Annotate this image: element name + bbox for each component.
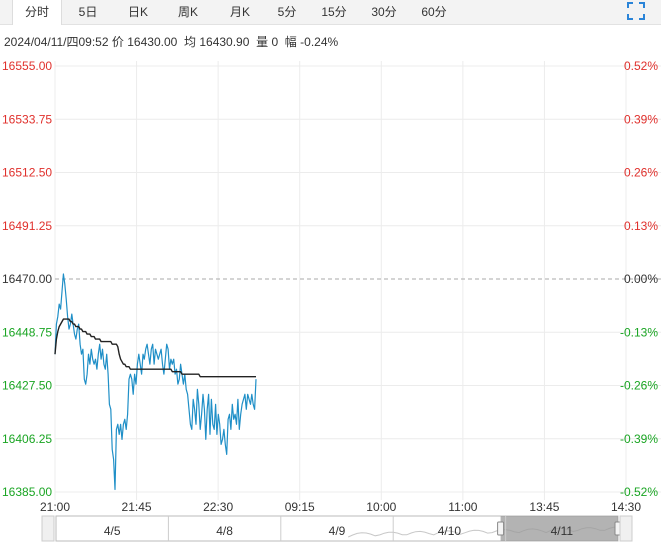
tab-7[interactable]: 30分 (371, 5, 397, 19)
y-tick-right: 0.52% (624, 59, 658, 73)
x-tick-label: 21:45 (122, 500, 152, 514)
y-tick-left: 16427.50 (2, 379, 52, 393)
y-tick-left: 16555.00 (2, 59, 52, 73)
navigator-day-label: 4/8 (216, 524, 233, 538)
period-tab-bar (0, 0, 661, 25)
avg-price-line (54, 318, 256, 378)
info-chg: -0.24% (300, 35, 339, 49)
tab-4[interactable]: 月K (229, 5, 250, 19)
y-tick-left: 16491.25 (2, 219, 52, 233)
navigator-day-label: 4/11 (551, 524, 574, 538)
y-tick-right: -0.13% (620, 325, 658, 339)
x-tick-label: 09:15 (285, 500, 315, 514)
info-chg-label: 幅 (284, 35, 297, 49)
y-tick-right: 0.13% (624, 219, 658, 233)
x-tick-label: 22:30 (203, 500, 233, 514)
y-tick-left: 16533.75 (2, 112, 52, 126)
tab-6[interactable]: 15分 (321, 5, 347, 19)
info-vol: 0 (271, 35, 279, 49)
fullscreen-icon[interactable] (627, 2, 645, 20)
y-tick-right: -0.52% (620, 485, 658, 499)
info-avg: 16430.90 (199, 35, 250, 49)
y-tick-left: 16470.00 (2, 272, 52, 286)
y-tick-left: 16385.00 (2, 485, 52, 499)
price-line (54, 273, 257, 491)
quote-info-bar: 2024/04/11/四09:52 价 16430.00 均 16430.90 … (4, 33, 338, 50)
navigator-left-arrow[interactable] (41, 515, 55, 542)
info-price-label: 价 (111, 35, 124, 49)
info-datetime: 2024/04/11/四09:52 (4, 35, 109, 49)
tab-3[interactable]: 周K (177, 5, 198, 19)
y-tick-left: 16406.25 (2, 432, 52, 446)
navigator-day-label: 4/9 (329, 524, 346, 538)
x-tick-label: 11:00 (448, 500, 477, 514)
x-tick-label: 10:00 (366, 500, 396, 514)
navigator-day-label: 4/5 (104, 524, 121, 538)
y-tick-left: 16512.50 (2, 166, 52, 180)
tab-1[interactable]: 5日 (78, 5, 98, 19)
info-avg-label: 均 (183, 35, 196, 49)
x-tick-label: 21:00 (40, 500, 70, 514)
tab-2[interactable]: 日K (127, 5, 148, 19)
y-tick-right: 0.26% (624, 166, 658, 180)
y-tick-left: 16448.75 (2, 325, 52, 339)
y-tick-right: -0.39% (620, 432, 658, 446)
info-price: 16430.00 (127, 35, 178, 49)
navigator-day-label: 4/10 (438, 524, 462, 538)
y-tick-right: 0.39% (624, 112, 658, 126)
tab-8[interactable]: 60分 (421, 5, 447, 19)
navigator-right-arrow[interactable] (619, 515, 633, 542)
navigator-selection (500, 516, 618, 541)
tab-5[interactable]: 5分 (277, 5, 297, 19)
y-tick-right: 0.00% (624, 272, 658, 286)
x-tick-label: 13:45 (529, 500, 559, 514)
info-vol-label: 量 (256, 35, 269, 49)
tab-0[interactable]: 分时 (12, 0, 62, 25)
x-tick-label: 14:30 (611, 500, 641, 514)
navigator-handle[interactable] (497, 521, 505, 536)
y-tick-right: -0.26% (620, 379, 658, 393)
